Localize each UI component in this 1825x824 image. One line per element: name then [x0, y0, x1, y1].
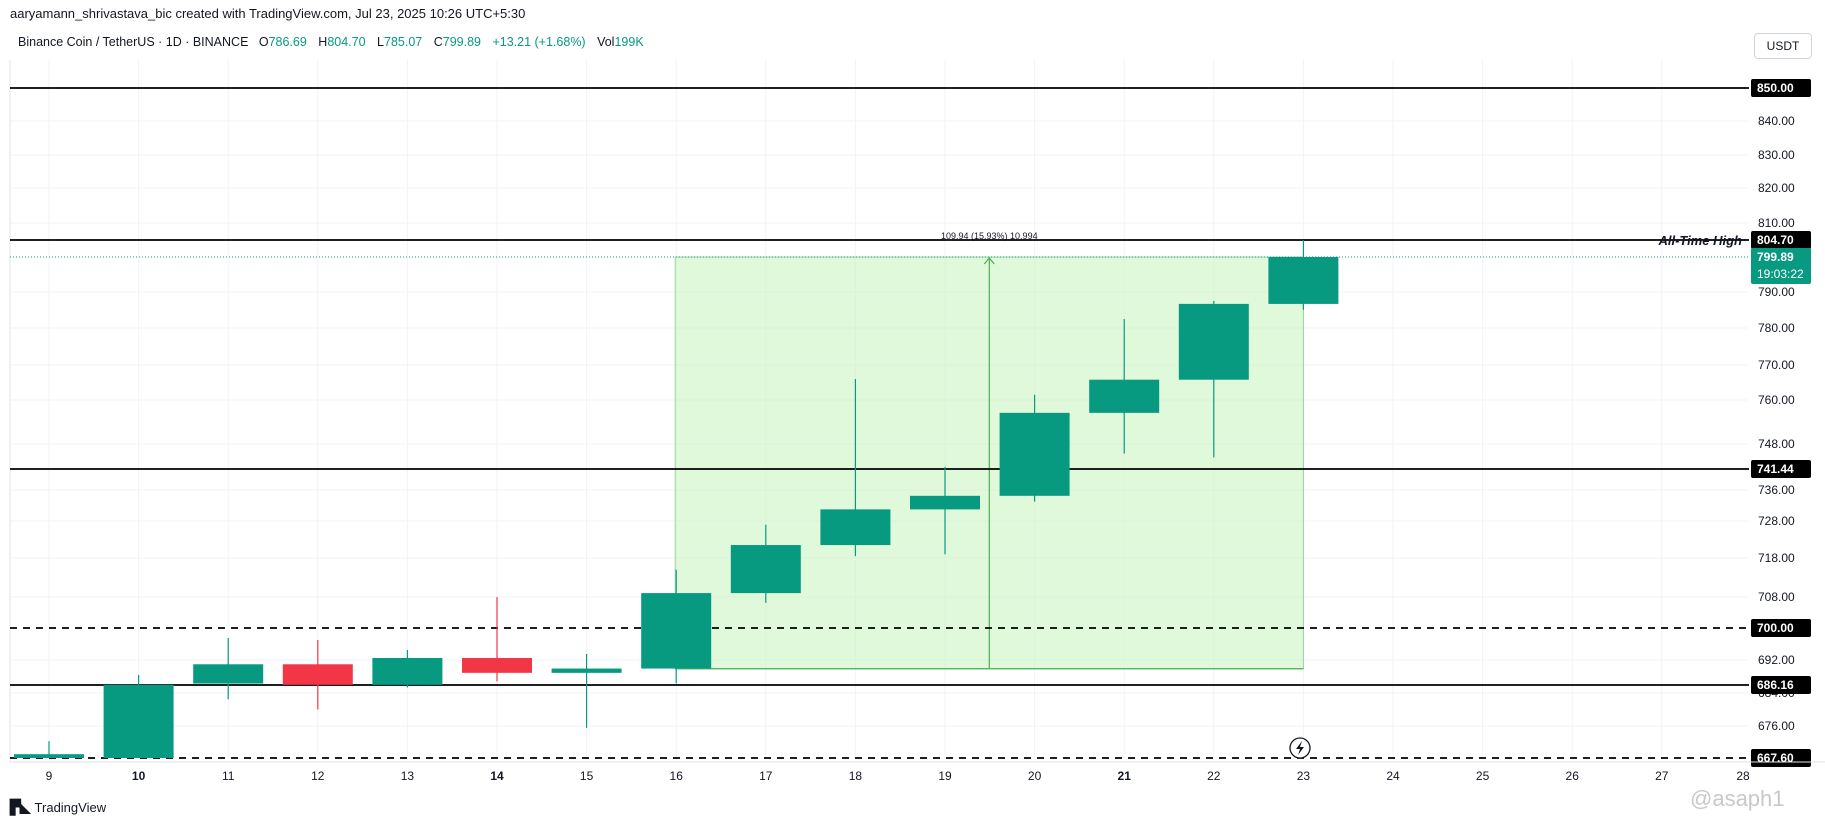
time-tick: 24: [1386, 769, 1400, 783]
level-tag-850.00: [1751, 79, 1811, 97]
open-label: O: [258, 35, 269, 49]
price-tick: 820.00: [1758, 181, 1795, 195]
price-tick: 840.00: [1758, 114, 1795, 128]
time-tick: 16: [670, 769, 684, 783]
candle-body-12: [282, 664, 353, 685]
price-tick: 830.00: [1758, 148, 1795, 162]
close-value: 799.89: [442, 35, 481, 49]
time-tick: 27: [1655, 769, 1669, 783]
replay-button[interactable]: [1289, 737, 1311, 759]
high-value: 804.70: [327, 35, 366, 49]
tradingview-logo-text: TradingView: [34, 800, 107, 815]
time-tick: 26: [1566, 769, 1580, 783]
price-axis[interactable]: 840.00 830.00 820.00 810.00 790.00 780.00 770.…: [1749, 60, 1825, 767]
open-value: 786.69: [268, 35, 307, 49]
time-tick: 17: [759, 769, 773, 783]
watermark: @asaph1: [1690, 786, 1785, 811]
price-tick: 718.00: [1758, 551, 1795, 565]
time-axis[interactable]: 9 10 11 12 13 14 15 16 17 18 19 20 21 22 23 24 25 26 27 28: [10, 761, 1825, 783]
candle-body-11: [193, 664, 264, 684]
current-price-text: 799.89: [1757, 250, 1794, 264]
level-tag-text: 850.00: [1757, 81, 1794, 95]
price-tick: 760.00: [1758, 393, 1795, 407]
price-axis-bg: [1749, 60, 1825, 762]
price-tick: 748.00: [1758, 437, 1795, 451]
candle-body-16: [641, 593, 712, 669]
bar-countdown-text: 19:03:22: [1757, 267, 1804, 281]
candle-body-17: [730, 545, 801, 594]
currency-button[interactable]: USDT: [1754, 33, 1812, 59]
time-tick: 14: [490, 769, 504, 783]
level-tag-741.44: [1751, 460, 1811, 478]
time-tick: 13: [401, 769, 415, 783]
price-tick: 728.00: [1758, 514, 1795, 528]
low-label: L: [377, 35, 384, 49]
symbol-legend: Binance Coin / TetherUS · 1D · BINANCE O…: [18, 35, 652, 49]
candle-body-20: [999, 412, 1070, 496]
price-tick: 810.00: [1758, 216, 1795, 230]
change-value: +13.21 (+1.68%): [492, 35, 586, 49]
time-tick: 9: [46, 769, 53, 783]
level-tag-text: 804.70: [1757, 233, 1794, 247]
candle-body-22: [1178, 303, 1249, 380]
candle-body-15: [551, 668, 622, 673]
price-tick: 708.00: [1758, 590, 1795, 604]
candle-body-23: [1268, 257, 1339, 304]
chart-attribution: aaryamann_shrivastava_bic created with T…: [10, 6, 526, 21]
candle-body-13: [372, 658, 443, 685]
level-tag-804.70: [1751, 231, 1811, 249]
close-label: C: [433, 35, 443, 49]
current-price-tag: [1751, 248, 1811, 284]
arrow-up-icon: [983, 257, 995, 265]
time-tick: 22: [1207, 769, 1221, 783]
time-tick: 25: [1476, 769, 1490, 783]
candle-body-19: [910, 495, 980, 510]
level-tag-text: 686.16: [1757, 678, 1794, 692]
time-tick: 10: [132, 769, 146, 783]
level-tag-text: 667.60: [1757, 751, 1794, 765]
time-tick: 28: [1736, 769, 1750, 783]
level-tag-text: 741.44: [1757, 462, 1794, 476]
time-tick: 12: [311, 769, 325, 783]
level-tag-700.00: [1751, 619, 1811, 637]
time-tick: 18: [849, 769, 863, 783]
price-tick: 692.00: [1758, 653, 1795, 667]
time-tick: 11: [222, 769, 235, 783]
all-time-high-label: All-Time High: [1657, 233, 1742, 248]
horizontal-levels[interactable]: All-Time High: [10, 87, 1749, 759]
price-range-tool[interactable]: 109.94 (15.93%) 10,994: [674, 231, 1304, 670]
candles: [14, 240, 1339, 758]
symbol-title[interactable]: Binance Coin / TetherUS · 1D · BINANCE: [18, 35, 249, 49]
time-tick: 19: [938, 769, 952, 783]
candle-body-21: [1089, 379, 1160, 413]
candle-body-14: [462, 658, 532, 673]
time-tick: 15: [580, 769, 594, 783]
price-tick: 790.00: [1758, 285, 1795, 299]
candle-body-10: [103, 684, 174, 758]
level-tag-686.16: [1751, 676, 1811, 694]
time-tick: 20: [1028, 769, 1042, 783]
price-tick: 770.00: [1758, 358, 1795, 372]
volume-value: 199K: [614, 35, 644, 49]
time-tick: 21: [1118, 769, 1132, 783]
level-tag-text: 700.00: [1757, 621, 1794, 635]
tradingview-footer[interactable]: ▛◣ TradingView: [10, 799, 106, 816]
high-label: H: [318, 35, 328, 49]
candle-body-9: [14, 754, 84, 758]
low-value: 785.07: [384, 35, 423, 49]
volume-label: Vol: [597, 35, 615, 49]
price-tick: 780.00: [1758, 321, 1795, 335]
price-tick: 736.00: [1758, 483, 1795, 497]
candle-body-18: [820, 509, 891, 546]
time-tick: 23: [1297, 769, 1311, 783]
tradingview-logo-icon: ▛◣: [10, 799, 31, 815]
price-range-label: 109.94 (15.93%) 10,994: [941, 231, 1038, 241]
price-tick: 676.00: [1758, 719, 1795, 733]
